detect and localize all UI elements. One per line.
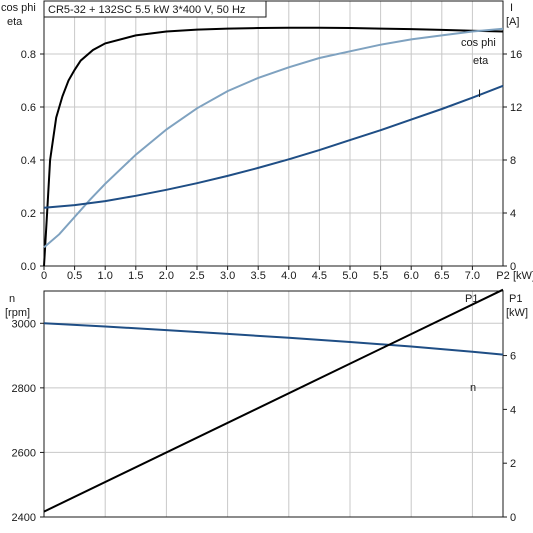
chart-title: CR5-32 + 132SC 5.5 kW 3*400 V, 50 Hz	[48, 4, 245, 16]
x-tick-label: 0	[41, 270, 47, 282]
x-tick-label: 7.0	[465, 270, 480, 282]
series-label-cos-phi: cos phi	[461, 37, 496, 49]
x-tick-label: 5.0	[342, 270, 357, 282]
x-tick-label: 3.5	[251, 270, 266, 282]
x-axis-unit: [kW]	[513, 270, 533, 282]
series-line-eta	[43, 26, 504, 267]
x-tick-label: 6.5	[434, 270, 449, 282]
right-tick-label: 12	[510, 102, 522, 114]
right-axis-unit-power: [kW]	[506, 307, 528, 319]
right-tick-label: 4	[510, 208, 516, 220]
right-axis-unit-current: [A]	[506, 16, 519, 28]
left-tick-label: 0.4	[21, 155, 36, 167]
x-tick-label: 3.0	[220, 270, 235, 282]
right-tick-label: 6	[510, 351, 516, 363]
left-axis-unit-speed: [rpm]	[5, 307, 30, 319]
left-tick-label: 2800	[12, 383, 36, 395]
x-tick-label: 4.0	[281, 270, 296, 282]
x-tick-label: 1.0	[98, 270, 113, 282]
right-tick-label: 4	[510, 404, 516, 416]
x-tick-label: 6.0	[404, 270, 419, 282]
left-tick-label: 0.0	[21, 261, 36, 273]
left-tick-label: 2600	[12, 447, 36, 459]
right-tick-label: 0	[510, 261, 516, 273]
x-tick-label: 2.5	[189, 270, 204, 282]
x-axis-title: P2	[496, 270, 509, 282]
bottom-plot-frame	[43, 290, 504, 518]
series-line-cos-phi	[43, 27, 504, 249]
series-label-eta: eta	[473, 55, 489, 67]
series-line-I	[43, 84, 504, 209]
x-tick-label: 4.5	[312, 270, 327, 282]
bottom-chart: n [rpm] P1 [kW] 2400 2600 2800 3000 0 2 4 6 n P1	[5, 288, 528, 524]
series-label-n: n	[470, 382, 476, 394]
left-axis-title-eta: eta	[7, 16, 23, 28]
left-tick-label: 0.2	[21, 208, 36, 220]
series-label-I: I	[478, 88, 481, 100]
right-tick-label: 0	[510, 512, 516, 524]
x-tick-label: 1.5	[128, 270, 143, 282]
x-tick-label: 5.5	[373, 270, 388, 282]
top-plot-frame	[43, 0, 504, 267]
left-tick-label: 2400	[12, 512, 36, 524]
left-tick-label: 0.6	[21, 102, 36, 114]
right-tick-label: 16	[510, 49, 522, 61]
right-axis-title-power: P1	[509, 293, 522, 305]
left-axis-title-speed: n	[9, 293, 15, 305]
left-tick-label: 3000	[12, 318, 36, 330]
left-tick-label: 0.8	[21, 49, 36, 61]
x-tick-label: 2.0	[159, 270, 174, 282]
top-chart: CR5-32 + 132SC 5.5 kW 3*400 V, 50 Hz cos …	[1, 0, 533, 282]
series-line-P1	[43, 288, 504, 513]
right-tick-label: 8	[510, 155, 516, 167]
series-line-n	[43, 322, 504, 356]
x-tick-label: 0.5	[67, 270, 82, 282]
right-axis-title-current: I	[510, 2, 513, 14]
right-tick-label: 2	[510, 458, 516, 470]
series-label-P1: P1	[465, 293, 478, 305]
left-axis-title-cosphi: cos phi	[1, 2, 36, 14]
